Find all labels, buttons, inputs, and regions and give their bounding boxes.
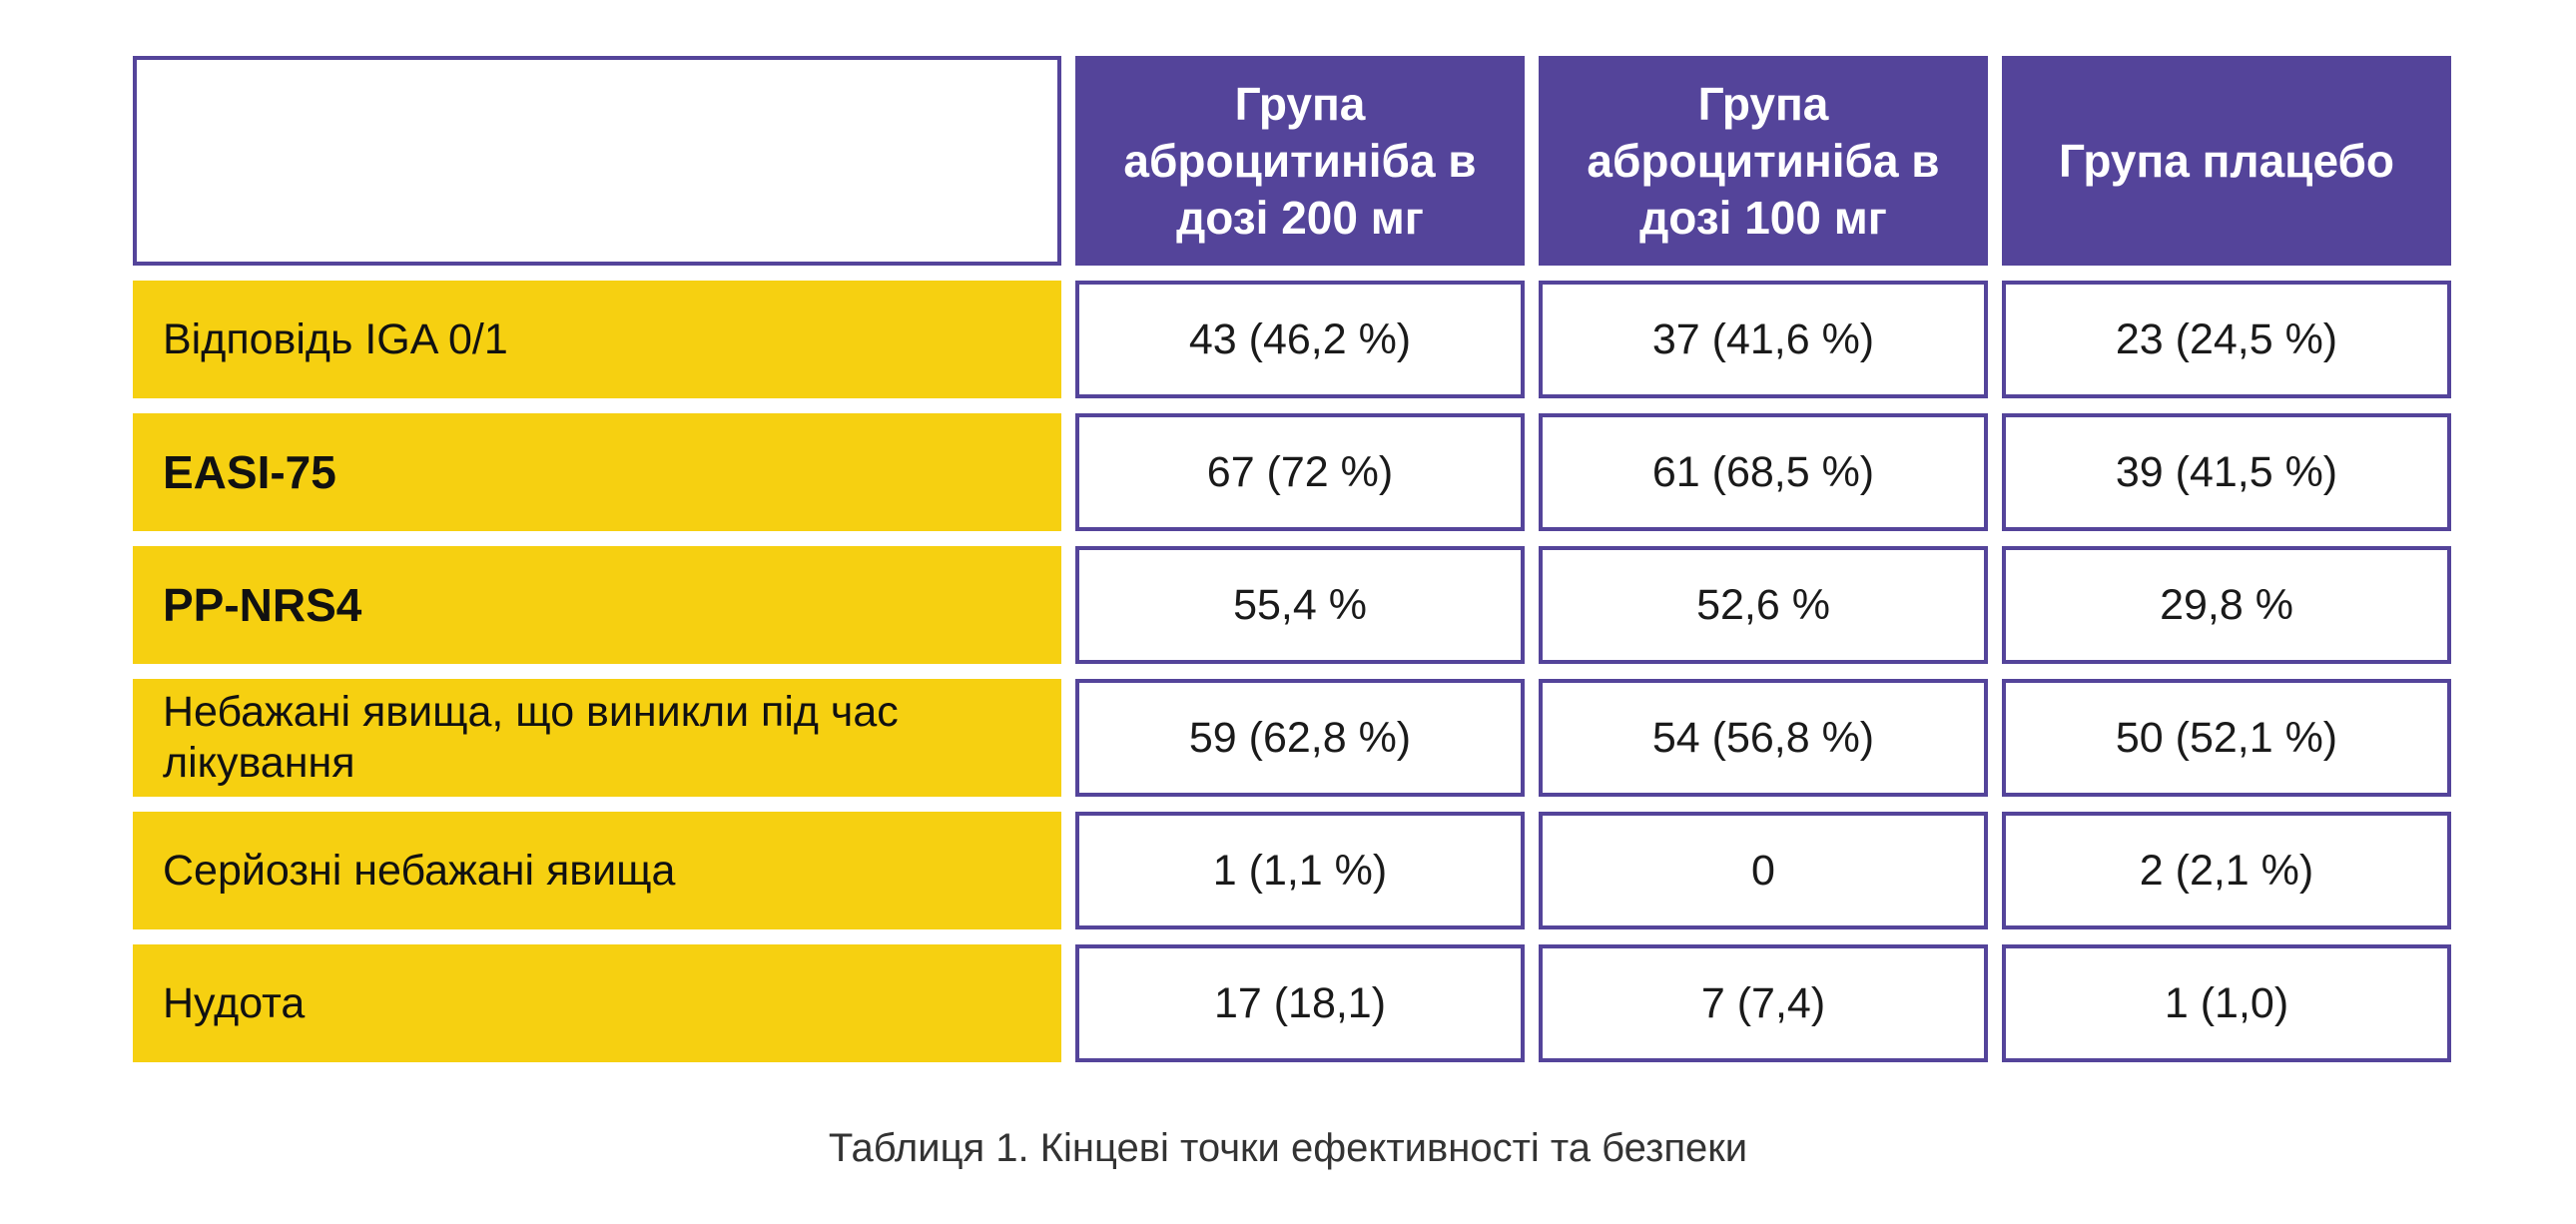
row-label-serious-adverse-events: Серйозні небажані явища	[133, 812, 1061, 929]
table-cell: 43 (46,2 %)	[1075, 281, 1525, 398]
row-label-iga: Відповідь IGA 0/1	[133, 281, 1061, 398]
table-cell: 29,8 %	[2002, 546, 2451, 664]
endpoints-table: Група аброцитиніба в дозі 200 мг Група а…	[133, 56, 2451, 1062]
table-cell: 67 (72 %)	[1075, 413, 1525, 531]
row-label-adverse-events: Небажані явища, що виникли під час лікув…	[133, 679, 1061, 797]
table-cell: 59 (62,8 %)	[1075, 679, 1525, 797]
table-cell: 0	[1539, 812, 1988, 929]
table-cell: 1 (1,1 %)	[1075, 812, 1525, 929]
table-cell: 54 (56,8 %)	[1539, 679, 1988, 797]
table-cell: 39 (41,5 %)	[2002, 413, 2451, 531]
table-cell: 23 (24,5 %)	[2002, 281, 2451, 398]
table-cell: 50 (52,1 %)	[2002, 679, 2451, 797]
header-abrocitinib-200: Група аброцитиніба в дозі 200 мг	[1075, 56, 1525, 266]
table-cell: 55,4 %	[1075, 546, 1525, 664]
header-abrocitinib-100: Група аброцитиніба в дозі 100 мг	[1539, 56, 1988, 266]
table-caption: Таблиця 1. Кінцеві точки ефективності та…	[828, 1126, 1748, 1170]
table-cell: 17 (18,1)	[1075, 944, 1525, 1062]
row-label-ppnrs4: PP-NRS4	[133, 546, 1061, 664]
table-cell: 1 (1,0)	[2002, 944, 2451, 1062]
table-cell: 7 (7,4)	[1539, 944, 1988, 1062]
table-cell: 37 (41,6 %)	[1539, 281, 1988, 398]
table-cell: 61 (68,5 %)	[1539, 413, 1988, 531]
row-label-nausea: Нудота	[133, 944, 1061, 1062]
table-cell: 52,6 %	[1539, 546, 1988, 664]
header-placebo: Група плацебо	[2002, 56, 2451, 266]
table-cell: 2 (2,1 %)	[2002, 812, 2451, 929]
row-label-easi75: EASI-75	[133, 413, 1061, 531]
table-corner-cell	[133, 56, 1061, 266]
